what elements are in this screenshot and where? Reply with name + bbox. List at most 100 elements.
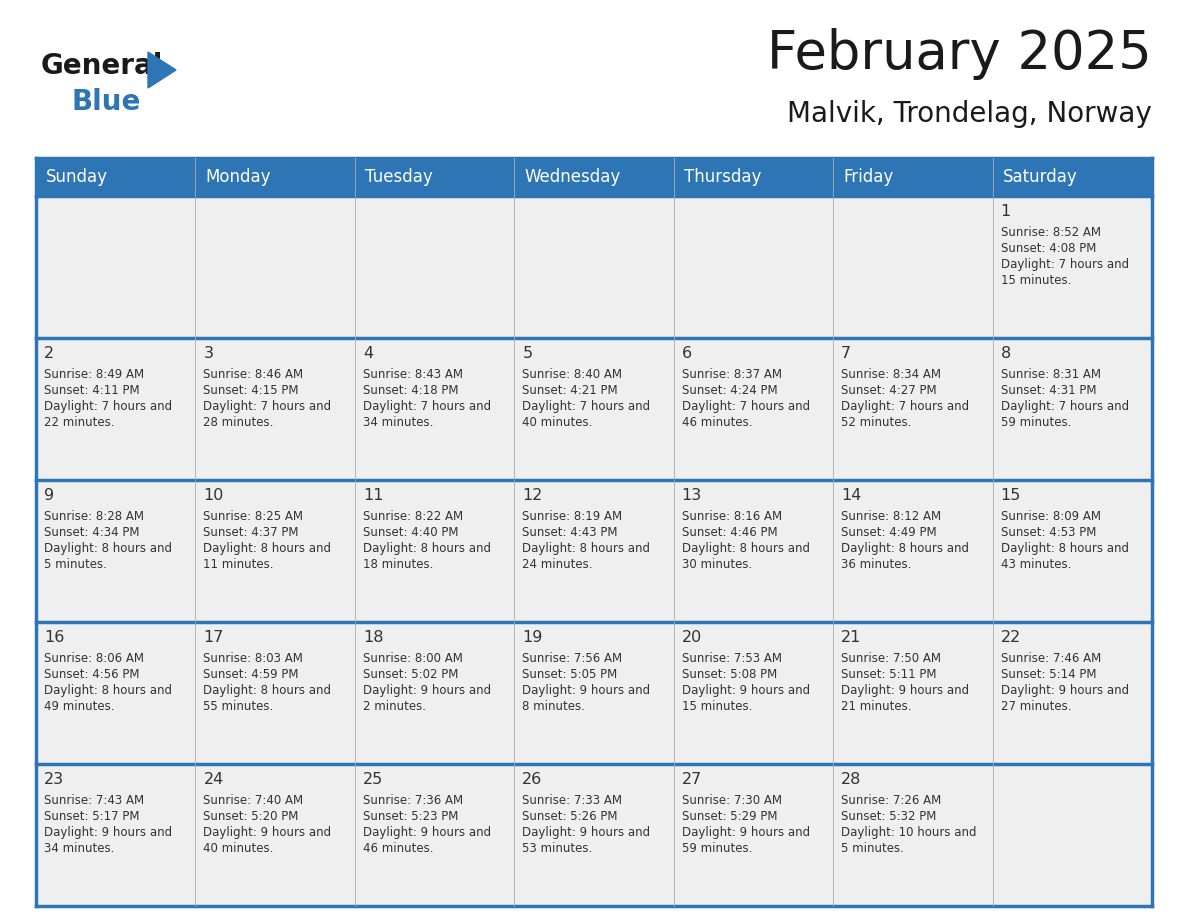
Text: Sunrise: 8:03 AM: Sunrise: 8:03 AM [203,652,303,665]
Bar [36,158,1152,196]
Text: Sunset: 5:17 PM: Sunset: 5:17 PM [44,810,139,823]
Text: Sunset: 4:31 PM: Sunset: 4:31 PM [1000,384,1097,397]
Text: Daylight: 7 hours and: Daylight: 7 hours and [203,399,331,413]
Text: Sunrise: 7:40 AM: Sunrise: 7:40 AM [203,794,304,807]
Bar [355,764,514,906]
Text: Daylight: 8 hours and: Daylight: 8 hours and [203,684,331,697]
Text: Sunset: 5:20 PM: Sunset: 5:20 PM [203,810,299,823]
Text: Daylight: 9 hours and: Daylight: 9 hours and [523,684,650,697]
Text: Sunrise: 8:22 AM: Sunrise: 8:22 AM [362,509,463,522]
Polygon shape [148,52,176,88]
Text: Sunrise: 8:34 AM: Sunrise: 8:34 AM [841,368,941,381]
Text: 28 minutes.: 28 minutes. [203,416,273,429]
Text: Daylight: 9 hours and: Daylight: 9 hours and [362,684,491,697]
Bar [196,338,355,480]
Text: Sunset: 5:26 PM: Sunset: 5:26 PM [523,810,618,823]
Text: 18 minutes.: 18 minutes. [362,557,434,571]
Text: Sunset: 4:15 PM: Sunset: 4:15 PM [203,384,299,397]
Text: 20: 20 [682,630,702,645]
Bar [514,480,674,622]
Text: Daylight: 9 hours and: Daylight: 9 hours and [1000,684,1129,697]
Text: Daylight: 9 hours and: Daylight: 9 hours and [841,684,969,697]
Text: Sunset: 4:24 PM: Sunset: 4:24 PM [682,384,777,397]
Text: 17: 17 [203,630,223,645]
Text: Sunrise: 7:30 AM: Sunrise: 7:30 AM [682,794,782,807]
Text: Sunrise: 7:46 AM: Sunrise: 7:46 AM [1000,652,1101,665]
Bar [992,338,1152,480]
Text: Daylight: 9 hours and: Daylight: 9 hours and [682,825,810,839]
Bar [992,196,1152,338]
Text: 28: 28 [841,772,861,787]
Bar [514,764,674,906]
Text: 5 minutes.: 5 minutes. [44,557,107,571]
Text: Sunset: 4:46 PM: Sunset: 4:46 PM [682,526,777,539]
Bar [674,196,833,338]
Text: Sunday: Sunday [46,168,108,186]
Text: 49 minutes.: 49 minutes. [44,700,114,712]
Text: Sunset: 4:18 PM: Sunset: 4:18 PM [362,384,459,397]
Text: 34 minutes.: 34 minutes. [44,842,114,855]
Text: 43 minutes.: 43 minutes. [1000,557,1070,571]
Text: Sunset: 5:23 PM: Sunset: 5:23 PM [362,810,459,823]
Text: 40 minutes.: 40 minutes. [203,842,273,855]
Text: 16: 16 [44,630,64,645]
Text: Sunset: 5:08 PM: Sunset: 5:08 PM [682,667,777,681]
Text: Sunset: 5:14 PM: Sunset: 5:14 PM [1000,667,1097,681]
Bar [355,480,514,622]
Text: 27 minutes.: 27 minutes. [1000,700,1072,712]
Text: 4: 4 [362,346,373,361]
Text: 18: 18 [362,630,384,645]
Bar [514,338,674,480]
Text: Daylight: 10 hours and: Daylight: 10 hours and [841,825,977,839]
Text: Sunset: 4:40 PM: Sunset: 4:40 PM [362,526,459,539]
Text: 59 minutes.: 59 minutes. [1000,416,1070,429]
Text: Sunset: 4:53 PM: Sunset: 4:53 PM [1000,526,1097,539]
Text: 5 minutes.: 5 minutes. [841,842,904,855]
Text: Sunset: 4:27 PM: Sunset: 4:27 PM [841,384,937,397]
Bar [196,622,355,764]
Bar [833,480,992,622]
Text: General: General [42,52,164,80]
Bar [674,338,833,480]
Text: 34 minutes.: 34 minutes. [362,416,434,429]
Text: 6: 6 [682,346,691,361]
Text: 59 minutes.: 59 minutes. [682,842,752,855]
Text: 3: 3 [203,346,214,361]
Text: 13: 13 [682,488,702,503]
Text: Daylight: 8 hours and: Daylight: 8 hours and [203,542,331,554]
Text: Blue: Blue [71,88,140,116]
Text: 21 minutes.: 21 minutes. [841,700,911,712]
Text: Monday: Monday [206,168,271,186]
Text: Malvik, Trondelag, Norway: Malvik, Trondelag, Norway [788,100,1152,128]
Text: Sunrise: 7:36 AM: Sunrise: 7:36 AM [362,794,463,807]
Text: Tuesday: Tuesday [365,168,432,186]
Text: Daylight: 7 hours and: Daylight: 7 hours and [44,399,172,413]
Text: 19: 19 [523,630,543,645]
Text: 46 minutes.: 46 minutes. [362,842,434,855]
Text: Sunrise: 8:31 AM: Sunrise: 8:31 AM [1000,368,1100,381]
Bar [833,196,992,338]
Text: 23: 23 [44,772,64,787]
Text: Daylight: 7 hours and: Daylight: 7 hours and [1000,399,1129,413]
Bar [36,764,196,906]
Text: Daylight: 8 hours and: Daylight: 8 hours and [44,542,172,554]
Text: 14: 14 [841,488,861,503]
Text: Sunrise: 8:43 AM: Sunrise: 8:43 AM [362,368,463,381]
Text: 9: 9 [44,488,55,503]
Bar [355,622,514,764]
Text: Sunrise: 7:56 AM: Sunrise: 7:56 AM [523,652,623,665]
Text: 52 minutes.: 52 minutes. [841,416,911,429]
Text: Sunrise: 7:26 AM: Sunrise: 7:26 AM [841,794,941,807]
Bar [196,480,355,622]
Text: Daylight: 8 hours and: Daylight: 8 hours and [362,542,491,554]
Bar [196,196,355,338]
Bar [833,338,992,480]
Text: Sunset: 4:11 PM: Sunset: 4:11 PM [44,384,140,397]
Text: Sunset: 4:59 PM: Sunset: 4:59 PM [203,667,299,681]
Text: 36 minutes.: 36 minutes. [841,557,911,571]
Text: 2: 2 [44,346,55,361]
Text: Sunset: 4:34 PM: Sunset: 4:34 PM [44,526,139,539]
Text: 24 minutes.: 24 minutes. [523,557,593,571]
Text: 11: 11 [362,488,384,503]
Bar [196,764,355,906]
